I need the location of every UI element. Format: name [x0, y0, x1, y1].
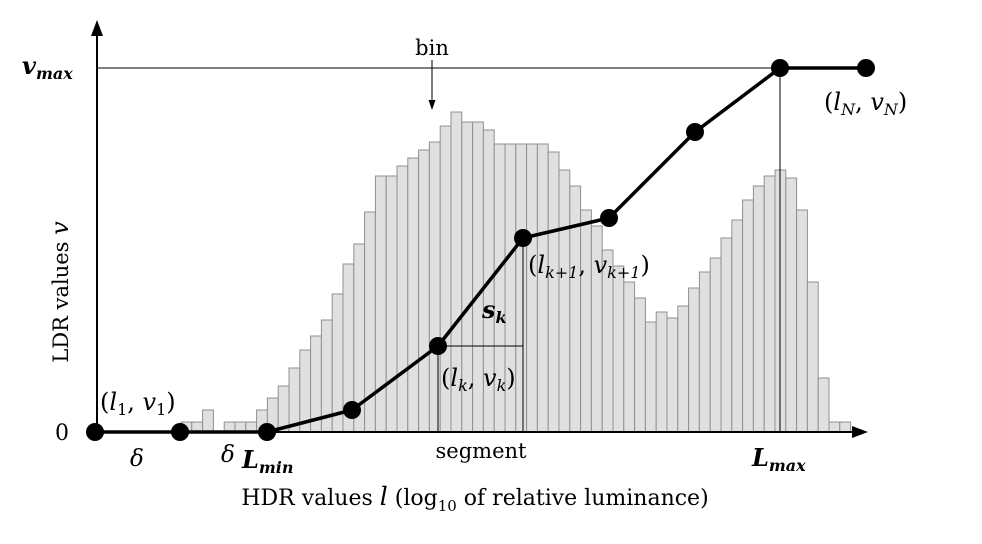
histogram-bar — [688, 287, 700, 433]
histogram-bar — [796, 209, 808, 433]
curve-node — [686, 123, 704, 141]
curve-node — [857, 59, 875, 77]
histogram-bar — [418, 149, 430, 433]
histogram-bar — [839, 421, 852, 433]
histogram-bar — [428, 141, 441, 433]
histogram-bar — [806, 281, 819, 433]
histogram-bar — [558, 169, 571, 433]
histogram-bar — [385, 175, 398, 433]
k-point-label: (lk, vk) — [441, 364, 516, 395]
y-max-label: vmax — [22, 51, 73, 83]
histogram-bar — [526, 143, 538, 433]
histogram-bar — [396, 165, 409, 433]
k1-point-label: (lk+1, vk+1) — [528, 251, 650, 282]
histogram-bar — [709, 257, 722, 433]
histogram-bar — [634, 297, 646, 433]
slope-label: sk — [481, 295, 507, 327]
curve-node — [258, 423, 276, 441]
histogram-bar — [817, 377, 830, 433]
x-axis-arrowhead — [852, 426, 868, 438]
histogram-bar — [623, 281, 636, 433]
histogram — [180, 111, 852, 433]
histogram-bar — [374, 175, 387, 433]
segment-label: segment — [436, 439, 528, 463]
histogram-bar — [515, 143, 528, 433]
histogram-bar — [742, 199, 754, 433]
y-axis-title: LDR values v — [46, 221, 74, 363]
histogram-bar — [666, 317, 679, 433]
curve-node — [171, 423, 189, 441]
bin-arrowhead — [428, 100, 436, 110]
delta-label-2: δ — [221, 442, 235, 468]
curve-node — [514, 229, 532, 247]
y-zero-label: 0 — [55, 421, 69, 446]
tone-curve — [95, 66, 866, 434]
bin-label: bin — [415, 36, 449, 60]
l-max-label: Lmax — [751, 443, 806, 475]
histogram-bar — [698, 271, 711, 433]
y-axis-arrowhead — [91, 20, 103, 36]
histogram-bar — [202, 409, 214, 433]
histogram-bar — [731, 219, 744, 433]
curve-node — [771, 59, 789, 77]
histogram-bar — [720, 237, 733, 433]
l-min-label: Lmin — [241, 445, 294, 477]
delta-label-1: δ — [130, 446, 144, 472]
curve-node — [86, 423, 104, 441]
histogram-bar — [655, 311, 668, 433]
histogram-bar — [547, 151, 560, 433]
histogram-bar — [536, 143, 549, 433]
histogram-bar — [580, 209, 592, 433]
curve-node — [429, 337, 447, 355]
histogram-bar — [612, 265, 625, 433]
histogram-bar — [569, 185, 582, 433]
histogram-bar — [752, 185, 765, 433]
histogram-bar — [763, 175, 776, 433]
histogram-bar — [828, 421, 841, 433]
histogram-bar — [644, 321, 657, 433]
curve-node — [343, 401, 361, 419]
tone-curve-nodes — [86, 59, 875, 441]
curve-node — [600, 209, 618, 227]
histogram-bar — [785, 177, 798, 433]
histogram-bar — [407, 157, 420, 433]
last-point-label: (lN, vN) — [824, 88, 907, 119]
x-axis-title: HDR values l (log10 of relative luminanc… — [241, 482, 708, 515]
histogram-bar — [677, 305, 690, 433]
first-point-label: (l1, v1) — [100, 388, 176, 419]
